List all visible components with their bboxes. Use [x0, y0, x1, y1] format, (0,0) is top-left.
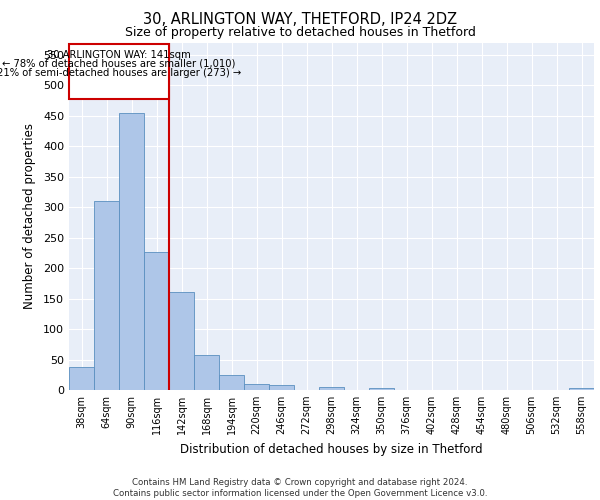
Bar: [69, 368, 94, 390]
Bar: [169, 292, 194, 390]
Text: 30, ARLINGTON WAY, THETFORD, IP24 2DZ: 30, ARLINGTON WAY, THETFORD, IP24 2DZ: [143, 12, 457, 28]
X-axis label: Distribution of detached houses by size in Thetford: Distribution of detached houses by size …: [180, 442, 483, 456]
Bar: [194, 355, 219, 390]
Text: 30 ARLINGTON WAY: 141sqm: 30 ARLINGTON WAY: 141sqm: [47, 50, 191, 60]
Text: Size of property relative to detached houses in Thetford: Size of property relative to detached ho…: [125, 26, 475, 39]
Bar: [244, 384, 269, 390]
Bar: [319, 387, 344, 390]
Bar: [119, 112, 144, 390]
Text: Contains HM Land Registry data © Crown copyright and database right 2024.
Contai: Contains HM Land Registry data © Crown c…: [113, 478, 487, 498]
Bar: [144, 252, 169, 390]
Text: 21% of semi-detached houses are larger (273) →: 21% of semi-detached houses are larger (…: [0, 68, 241, 78]
Text: ← 78% of detached houses are smaller (1,010): ← 78% of detached houses are smaller (1,…: [2, 59, 236, 69]
Bar: [569, 388, 594, 390]
FancyBboxPatch shape: [69, 44, 169, 98]
Y-axis label: Number of detached properties: Number of detached properties: [23, 123, 36, 309]
Bar: [94, 201, 119, 390]
Bar: [269, 385, 294, 390]
Bar: [369, 388, 394, 390]
Bar: [219, 376, 244, 390]
